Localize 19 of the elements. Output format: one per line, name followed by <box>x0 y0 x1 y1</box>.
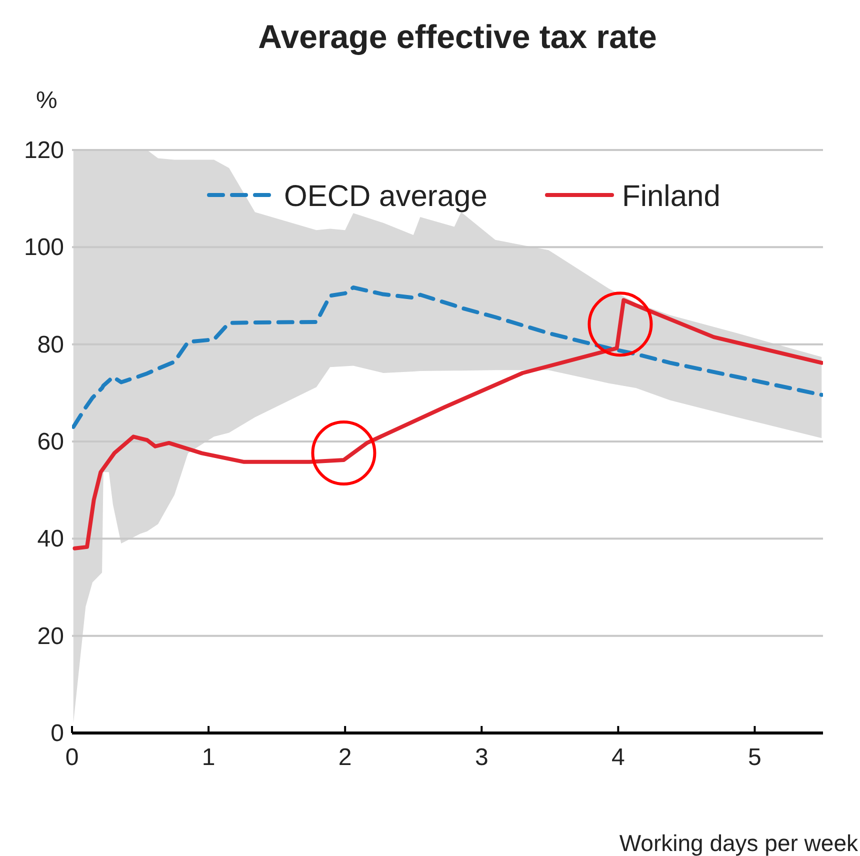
legend-label: OECD average <box>284 180 488 213</box>
x-axis-title: Working days per week <box>619 830 858 856</box>
x-tick-label: 2 <box>338 744 352 771</box>
y-tick-label: 40 <box>37 526 64 553</box>
y-tick-label: 120 <box>24 137 64 164</box>
legend-label: Finland <box>622 180 720 213</box>
y-tick-label: 60 <box>37 428 64 456</box>
line-series <box>72 285 823 429</box>
x-tick-label: 3 <box>474 744 488 771</box>
y-tick-label: 100 <box>24 234 64 262</box>
chart-title: Average effective tax rate <box>258 18 657 55</box>
y-tick-label: 20 <box>37 622 64 650</box>
x-tick-label: 5 <box>748 744 762 771</box>
y-tick-label: 0 <box>50 720 64 747</box>
y-axis-title: % <box>36 87 58 114</box>
x-tick-label: 4 <box>612 744 625 771</box>
x-tick-label: 1 <box>202 744 216 771</box>
line-series <box>72 298 823 550</box>
y-tick-label: 80 <box>37 331 64 358</box>
